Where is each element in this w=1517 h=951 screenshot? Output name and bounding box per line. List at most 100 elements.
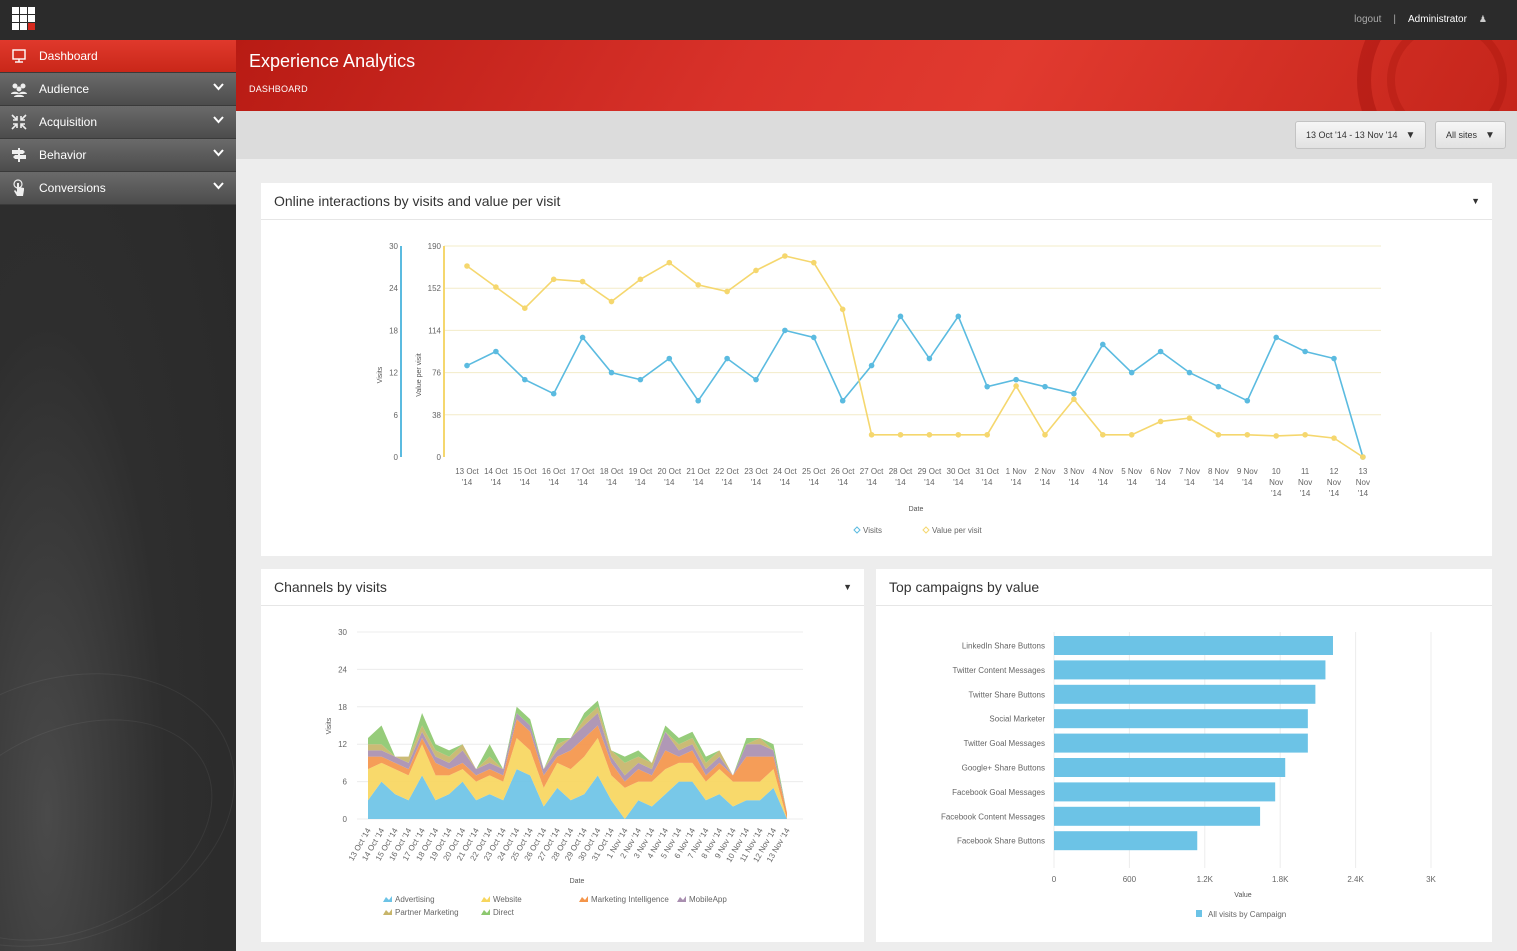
value-point xyxy=(608,298,615,305)
area-series-advertising xyxy=(368,769,787,819)
chevron-down-icon[interactable] xyxy=(213,148,224,160)
bar xyxy=(1054,660,1326,680)
value-series-line xyxy=(466,255,1364,458)
caret-down-icon: ▼ xyxy=(1485,129,1495,141)
caret-down-icon: ▼ xyxy=(1405,129,1416,141)
date-range-dropdown[interactable]: 13 Oct '14 - 13 Nov '14 ▼ xyxy=(1295,121,1427,149)
visits-point xyxy=(1071,390,1077,397)
value-point xyxy=(1100,431,1106,438)
y-tick-label: 6 xyxy=(343,778,348,787)
panel-menu-caret-icon[interactable]: ▼ xyxy=(1471,196,1480,206)
panel-menu-caret-icon[interactable]: ▼ xyxy=(843,582,852,592)
sidebar-item-label: Dashboard xyxy=(39,49,98,63)
visits-point xyxy=(1244,397,1251,404)
visits-point xyxy=(1186,369,1193,376)
visits-point xyxy=(984,383,990,390)
x-tick-label: 30 Oct '14 xyxy=(947,467,971,487)
sidebar-item-label: Audience xyxy=(39,82,90,96)
sidebar: Dashboard Audience Acquisition Behavior … xyxy=(0,40,274,951)
channels-panel: Channels by visits ▼ 0 6 12 18 24 30 Visits 13 … xyxy=(261,569,864,942)
value-point xyxy=(1215,431,1222,438)
filter-bar: 13 Oct '14 - 13 Nov '14 ▼ All sites ▼ xyxy=(236,111,1517,159)
y-tick-label: Social Marketer xyxy=(989,715,1045,724)
x-tick-label: 2 Nov '14 xyxy=(1035,467,1056,487)
y-tick-label: 6 xyxy=(394,411,399,420)
y-tick-label: 0 xyxy=(343,815,348,824)
visits-point xyxy=(1215,383,1222,390)
value-point xyxy=(811,259,817,266)
x-tick-label: 17 Oct '14 xyxy=(571,467,595,487)
visits-point xyxy=(1100,341,1106,348)
interactions-panel: Online interactions by visits and value … xyxy=(261,183,1492,556)
legend-marker xyxy=(383,909,392,915)
chevron-down-icon[interactable] xyxy=(213,82,224,94)
x-tick-label: 7 Nov '14 xyxy=(1179,467,1200,487)
visits-point xyxy=(955,313,962,320)
bar xyxy=(1054,758,1286,777)
panel-header: Channels by visits ▼ xyxy=(261,569,864,606)
x-tick-label: 27 Oct '14 xyxy=(860,467,884,487)
value-point xyxy=(1013,383,1019,389)
x-tick-label: 20 Oct '14 xyxy=(658,467,682,487)
x-axis-title: Date xyxy=(570,878,585,885)
sites-dropdown[interactable]: All sites ▼ xyxy=(1435,121,1506,149)
chevron-down-icon[interactable] xyxy=(213,115,224,127)
value-point xyxy=(637,276,644,283)
page-title: Experience Analytics xyxy=(249,51,416,71)
x-tick-label: 23 Oct '14 xyxy=(744,467,768,487)
legend-label: Website xyxy=(493,895,522,904)
chevron-down-icon[interactable] xyxy=(213,181,224,193)
page-header: Experience Analytics DASHBOARD xyxy=(236,40,1517,111)
value-point xyxy=(1128,431,1135,438)
sidebar-item-conversions[interactable]: Conversions xyxy=(0,172,236,205)
value-point xyxy=(579,278,586,285)
header-decoration xyxy=(1387,40,1507,111)
value-point xyxy=(926,431,933,438)
y-tick-label: 38 xyxy=(432,411,441,420)
value-point xyxy=(1302,431,1308,438)
breadcrumb[interactable]: DASHBOARD xyxy=(249,84,308,94)
sidebar-item-behavior[interactable]: Behavior xyxy=(0,139,236,172)
header-decoration xyxy=(1357,40,1517,111)
bar xyxy=(1054,733,1308,753)
sidebar-item-dashboard[interactable]: Dashboard xyxy=(0,40,236,73)
signpost-icon xyxy=(10,146,28,164)
x-tick-label: 14 Oct '14 xyxy=(484,467,508,487)
sidebar-item-label: Conversions xyxy=(39,181,106,195)
x-axis-title: Value xyxy=(1234,892,1251,899)
x-tick-label: 11 Nov '14 xyxy=(1298,467,1312,498)
legend-label: MobileApp xyxy=(689,895,727,904)
area-series-mobileapp xyxy=(368,713,787,813)
line-chart: 0 6 12 18 24 30 0 38 76 114 152 190 Visits Value per … xyxy=(377,242,1381,535)
visits-point xyxy=(550,390,557,397)
x-tick-label: 4 Nov '14 xyxy=(1092,467,1113,487)
y-tick-label: Twitter Share Buttons xyxy=(969,690,1045,699)
value-point xyxy=(1186,415,1193,421)
visits-point xyxy=(522,376,528,383)
user-name[interactable]: Administrator xyxy=(1408,14,1467,25)
y-tick-label: 152 xyxy=(428,284,442,293)
logout-link[interactable]: logout xyxy=(1354,14,1382,25)
sidebar-item-audience[interactable]: Audience xyxy=(0,73,236,106)
x-tick-label: 1.8K xyxy=(1272,875,1289,884)
value-point xyxy=(1244,431,1251,438)
value-point xyxy=(550,276,557,283)
people-icon xyxy=(10,80,28,98)
y-tick-label: Facebook Share Buttons xyxy=(957,837,1045,846)
x-tick-label: 1 Nov '14 xyxy=(1006,467,1027,487)
sidebar-item-acquisition[interactable]: Acquisition xyxy=(0,106,236,139)
visits-point xyxy=(926,355,933,362)
value-point xyxy=(782,253,788,259)
user-icon[interactable]: ♟ xyxy=(1478,14,1487,24)
value-point xyxy=(1157,418,1164,425)
visits-point xyxy=(608,369,615,376)
legend-marker xyxy=(853,526,861,534)
legend-marker xyxy=(1196,910,1202,917)
x-tick-label: 15 Oct '14 xyxy=(513,467,537,487)
app-grid-icon[interactable] xyxy=(12,7,36,31)
x-tick-label: 19 Oct '14 xyxy=(629,467,653,487)
x-tick-label: 29 Oct '14 xyxy=(918,467,942,487)
y-tick-label: Facebook Goal Messages xyxy=(952,788,1045,797)
y-tick-label: 12 xyxy=(338,740,347,749)
